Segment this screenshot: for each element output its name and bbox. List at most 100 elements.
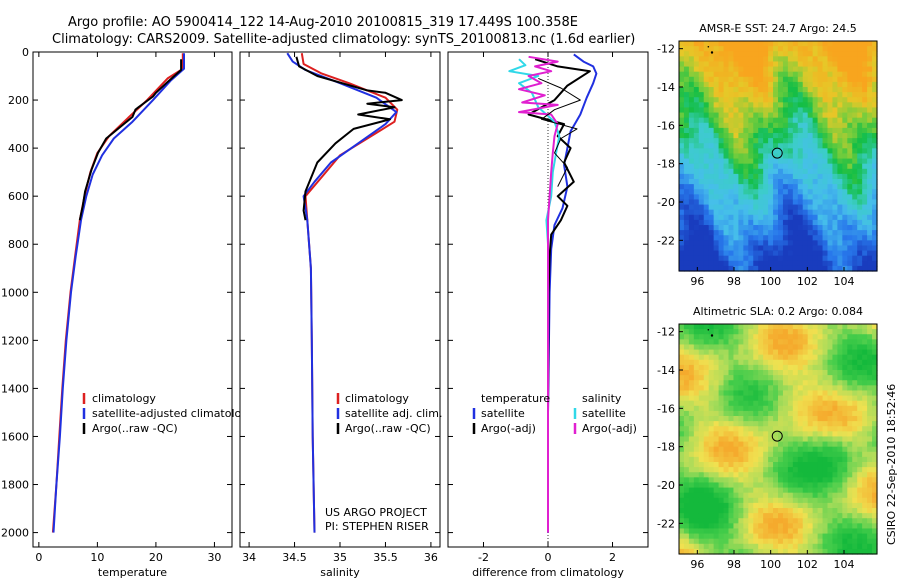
heatmap-cell: [857, 334, 863, 340]
heatmap-cell: [792, 117, 799, 124]
heatmap-cell: [778, 265, 784, 272]
heatmap-cell: [807, 349, 814, 356]
heatmap-cell: [733, 523, 739, 530]
heatmap-cell: [867, 265, 873, 272]
heatmap-cell: [768, 219, 774, 226]
temperature-xtick-label: 30: [207, 551, 221, 564]
heatmap-cell: [807, 436, 814, 443]
heatmap-cell: [718, 416, 725, 422]
heatmap-cell: [758, 472, 764, 478]
heatmap-cell: [773, 344, 779, 351]
heatmap-cell: [822, 538, 829, 545]
heatmap-cell: [807, 102, 814, 109]
heatmap-cell: [698, 518, 705, 524]
heatmap-cell: [802, 416, 809, 422]
heatmap-cell: [768, 370, 774, 376]
heatmap-cell: [688, 81, 695, 88]
heatmap-cell: [847, 138, 853, 144]
heatmap-cell: [792, 214, 799, 221]
heatmap-cell: [713, 518, 720, 524]
heatmap-cell: [817, 102, 824, 109]
heatmap-cell: [802, 127, 809, 134]
heatmap-cell: [758, 508, 764, 514]
heatmap-cell: [792, 543, 799, 550]
heatmap-cell: [723, 102, 730, 109]
heatmap-cell: [862, 508, 868, 514]
heatmap-cell: [797, 41, 804, 47]
heatmap-cell: [832, 324, 838, 330]
heatmap-cell: [703, 324, 710, 330]
heatmap-cell: [842, 390, 848, 397]
heatmap-cell: [852, 359, 858, 366]
heatmap-cell: [827, 127, 834, 134]
heatmap-cell: [807, 329, 814, 335]
heatmap-cell: [837, 265, 843, 272]
heatmap-cell: [827, 359, 834, 366]
heatmap-cell: [698, 380, 705, 386]
heatmap-cell: [782, 199, 789, 206]
heatmap-cell: [792, 390, 799, 397]
heatmap-cell: [758, 214, 764, 221]
heatmap-cell: [688, 143, 695, 149]
heatmap-cell: [867, 235, 873, 241]
heatmap-cell: [847, 543, 853, 550]
heatmap-cell: [797, 513, 804, 519]
heatmap-cell: [728, 508, 735, 514]
heatmap-cell: [792, 508, 799, 514]
heatmap-cell: [703, 477, 710, 484]
heatmap-cell: [693, 245, 700, 252]
heatmap-cell: [852, 344, 858, 351]
heatmap-cell: [743, 76, 749, 83]
heatmap-cell: [728, 502, 735, 509]
heatmap-cell: [827, 163, 834, 170]
sst_map-ytick-label: -20: [657, 196, 675, 209]
heatmap-cell: [753, 255, 759, 262]
heatmap-cell: [847, 184, 853, 190]
heatmap-cell: [797, 235, 804, 241]
heatmap-cell: [703, 219, 710, 226]
heatmap-cell: [708, 148, 715, 155]
heatmap-cell: [773, 112, 779, 119]
heatmap-cell: [723, 462, 730, 468]
sst_map-ytick-label: -18: [657, 158, 675, 171]
temperature-legend-entry: Argo(..raw -QC): [92, 422, 178, 435]
heatmap-cell: [718, 538, 725, 545]
heatmap-cell: [733, 240, 739, 247]
heatmap-cell: [748, 375, 754, 381]
heatmap-cell: [832, 441, 838, 448]
heatmap-cell: [713, 502, 720, 509]
heatmap-cell: [738, 395, 744, 402]
heatmap-cell: [683, 194, 690, 201]
heatmap-cell: [787, 324, 794, 330]
heatmap-cell: [753, 426, 759, 432]
heatmap-cell: [733, 81, 739, 88]
heatmap-cell: [852, 380, 858, 386]
heatmap-cell: [693, 179, 700, 185]
heatmap-cell: [758, 462, 764, 468]
heatmap-cell: [807, 173, 814, 180]
heatmap-cell: [782, 92, 789, 98]
heatmap-cell: [857, 451, 863, 458]
heatmap-cell: [693, 143, 700, 149]
heatmap-cell: [862, 235, 868, 241]
heatmap-cell: [708, 426, 715, 432]
heatmap-cell: [797, 482, 804, 489]
heatmap-cell: [679, 364, 685, 371]
heatmap-cell: [807, 543, 814, 550]
heatmap-cell: [817, 380, 824, 386]
heatmap-cell: [787, 405, 794, 412]
heatmap-cell: [822, 487, 829, 494]
heatmap-cell: [738, 81, 744, 88]
heatmap-cell: [679, 349, 685, 356]
heatmap-cell: [862, 122, 868, 129]
heatmap-cell: [763, 436, 769, 443]
heatmap-cell: [723, 255, 730, 262]
heatmap-cell: [768, 405, 774, 412]
heatmap-cell: [763, 508, 769, 514]
heatmap-cell: [867, 523, 873, 530]
heatmap-cell: [832, 46, 838, 52]
heatmap-cell: [723, 400, 730, 407]
heatmap-cell: [683, 390, 690, 397]
heatmap-cell: [758, 250, 764, 257]
heatmap-cell: [683, 112, 690, 119]
